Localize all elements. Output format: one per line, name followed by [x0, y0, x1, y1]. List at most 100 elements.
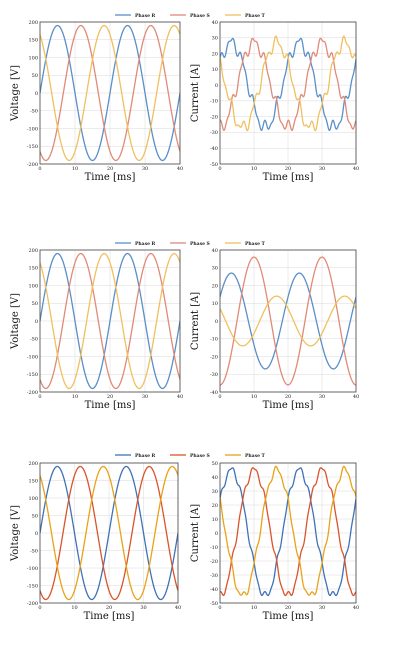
y-tick-label: 0 — [215, 319, 218, 325]
series-line-phase-r — [220, 272, 356, 370]
x-axis-label: Time [ms] — [84, 611, 135, 622]
y-tick-label: -30 — [210, 372, 218, 378]
series-group — [40, 465, 178, 601]
legend: Phase R Phase S Phase T — [115, 453, 266, 459]
y-tick-label: -100 — [27, 566, 38, 572]
y-tick-label: 0 — [215, 83, 218, 89]
current-plot: 0 10 20 30 40 50 40 30 20 10 0 -10 -20 -30 -40 -50 Time … — [190, 461, 359, 622]
series-line-phase-t — [220, 465, 356, 596]
y-tick-label: -150 — [27, 144, 38, 150]
series-group — [40, 252, 180, 390]
series-line-phase-s — [40, 465, 178, 601]
y-tick-label: -200 — [27, 162, 38, 168]
x-tick-label: 30 — [319, 605, 325, 611]
series-group — [40, 24, 180, 162]
x-tick-label: 10 — [251, 166, 257, 172]
plot-frame — [219, 249, 357, 393]
x-axis-label: Time [ms] — [85, 400, 136, 411]
y-tick-label: 40 — [212, 20, 218, 26]
series-line-phase-r — [40, 465, 178, 601]
y-tick-label: 20 — [212, 51, 218, 57]
series-line-phase-s — [220, 256, 356, 386]
x-tick-label: 40 — [175, 605, 181, 611]
y-tick-label: 30 — [212, 266, 218, 272]
legend-label-s: Phase S — [190, 13, 210, 19]
y-tick-label: -100 — [27, 354, 38, 360]
x-tick-label: 40 — [353, 394, 359, 400]
y-tick-label: -150 — [27, 372, 38, 378]
y-tick-label: -40 — [210, 146, 218, 152]
series-line-phase-s — [220, 37, 356, 131]
legend-label-r: Phase R — [135, 13, 156, 19]
legend-label-r: Phase R — [135, 241, 156, 247]
legend-label-t: Phase T — [245, 453, 266, 459]
y-tick-label: 30 — [212, 489, 218, 495]
y-tick-label: -50 — [210, 601, 218, 607]
y-tick-label: 20 — [212, 503, 218, 509]
legend: Phase R Phase S Phase T — [115, 13, 266, 19]
y-axis-label: Voltage [V] — [10, 293, 21, 350]
y-tick-label: -150 — [27, 583, 38, 589]
y-tick-label: 50 — [212, 461, 218, 467]
series-line-phase-t — [40, 252, 180, 390]
voltage-plot: 0 10 20 30 40 200 150 100 50 0 -50 -100 -150 -200 Time… — [10, 461, 181, 622]
y-tick-label: 10 — [212, 67, 218, 73]
figure-3: Phase R Phase S Phase T0 10 20 30 402001501005… — [10, 453, 359, 622]
x-tick-label: 30 — [319, 166, 325, 172]
series-line-phase-s — [40, 252, 180, 390]
x-tick-label: 20 — [285, 166, 291, 172]
y-tick-label: 100 — [28, 283, 38, 289]
y-tick-label: 150 — [28, 38, 38, 44]
legend-label-t: Phase T — [245, 13, 266, 19]
x-tick-label: 40 — [177, 166, 183, 172]
y-tick-label: 0 — [35, 91, 38, 97]
x-tick-label: 30 — [140, 605, 146, 611]
legend-label-t: Phase T — [245, 241, 266, 247]
y-tick-label: 50 — [32, 73, 38, 79]
series-line-phase-t — [40, 24, 180, 162]
x-tick-label: 0 — [38, 394, 41, 400]
series-line-phase-r — [40, 24, 180, 162]
y-tick-label: 20 — [212, 283, 218, 289]
y-tick-label: -20 — [210, 114, 218, 120]
x-tick-label: 10 — [251, 605, 257, 611]
y-tick-label: 0 — [35, 531, 38, 537]
figure-2: Phase R Phase S Phase T0 10 20 30 402001501005… — [10, 241, 359, 411]
y-tick-label: 200 — [28, 461, 38, 467]
y-tick-label: -30 — [210, 130, 218, 136]
y-tick-label: 50 — [32, 301, 38, 307]
x-tick-label: 0 — [38, 166, 41, 172]
series-group — [220, 465, 356, 597]
voltage-plot: 0 10 20 30 40 200 150 100 50 0 -50 -100 -150 -200 Time… — [10, 248, 183, 411]
y-axis-label: Voltage [V] — [10, 505, 21, 562]
current-plot: 0 10 20 30 40 40 30 20 10 0 -10 -20 -30 -40 Time [ms] C… — [190, 248, 359, 411]
y-tick-label: 10 — [212, 301, 218, 307]
y-tick-label: -20 — [210, 559, 218, 565]
y-tick-label: 10 — [212, 517, 218, 523]
figure-1: Phase R Phase S Phase T0 10 20 30 402001501005… — [10, 13, 359, 183]
x-tick-label: 20 — [285, 605, 291, 611]
x-tick-label: 30 — [142, 394, 148, 400]
y-tick-label: -100 — [27, 126, 38, 132]
y-tick-label: -30 — [210, 573, 218, 579]
plot-frame — [39, 462, 179, 604]
y-axis-label: Voltage [V] — [10, 65, 21, 122]
plot-frame — [39, 21, 181, 165]
x-tick-label: 0 — [38, 605, 41, 611]
voltage-plot: 0 10 20 30 40 200 150 100 50 0 -50 -100 -150 -200 Time… — [10, 20, 183, 183]
x-tick-label: 20 — [107, 166, 113, 172]
x-tick-label: 40 — [177, 394, 183, 400]
x-tick-label: 10 — [251, 394, 257, 400]
y-axis-label: Current [A] — [190, 64, 201, 122]
x-tick-label: 20 — [106, 605, 112, 611]
x-tick-label: 10 — [72, 394, 78, 400]
plot-frame — [39, 249, 181, 393]
legend-label-s: Phase S — [190, 453, 210, 459]
x-tick-label: 10 — [72, 166, 78, 172]
x-axis-label: Time [ms] — [263, 172, 314, 183]
y-tick-label: -10 — [210, 337, 218, 343]
x-tick-label: 40 — [353, 166, 359, 172]
y-tick-label: 40 — [212, 475, 218, 481]
y-tick-label: 200 — [28, 20, 38, 26]
